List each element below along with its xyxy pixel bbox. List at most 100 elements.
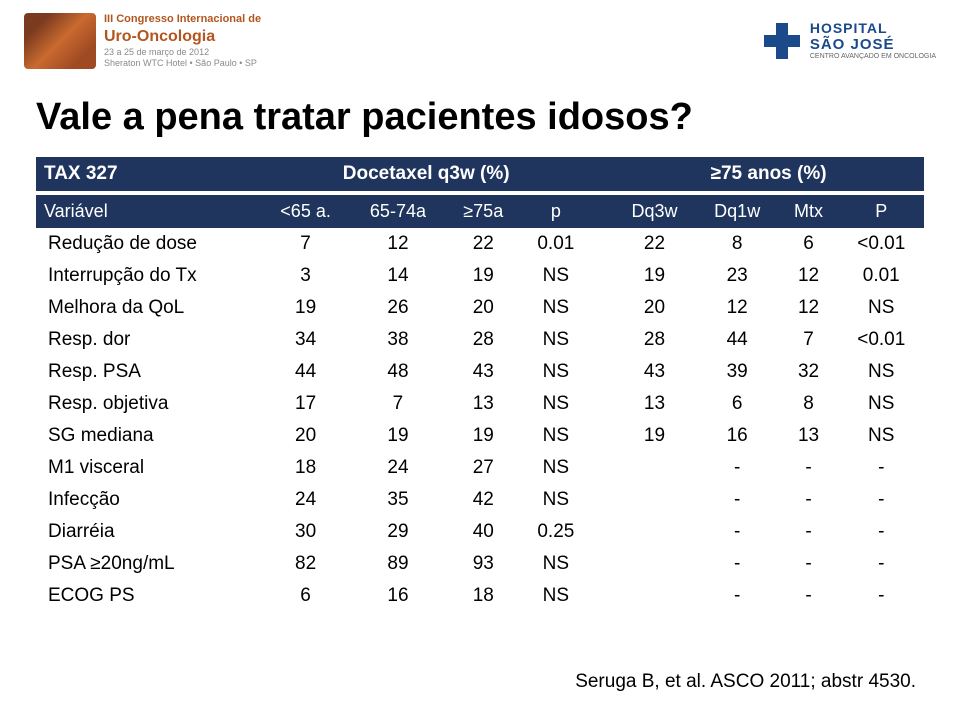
- table-row: Interrupção do Tx31419NS1923120.01: [36, 260, 924, 292]
- table-body: Redução de dose712220.012286<0.01Interru…: [36, 228, 924, 612]
- cell-b0: 28: [613, 324, 696, 356]
- row-var: Resp. objetiva: [36, 388, 261, 420]
- cell-a2: 27: [446, 452, 521, 484]
- cell-a0: 30: [261, 516, 350, 548]
- cell-a1: 12: [350, 228, 446, 260]
- table-row: Melhora da QoL192620NS201212NS: [36, 292, 924, 324]
- cell-a1: 16: [350, 580, 446, 612]
- congress-line1: III Congresso Internacional de: [104, 13, 261, 27]
- table-row: Redução de dose712220.012286<0.01: [36, 228, 924, 260]
- cross-icon: [762, 21, 802, 61]
- col-gap: [591, 580, 613, 612]
- cell-a3: NS: [521, 580, 592, 612]
- cell-b0: [613, 516, 696, 548]
- group2-label: ≥75 anos (%): [613, 157, 924, 193]
- col-gap: [591, 292, 613, 324]
- hospital-text: HOSPITAL SÃO JOSÉ CENTRO AVANÇADO EM ONC…: [810, 21, 936, 61]
- cell-a1: 38: [350, 324, 446, 356]
- hospital-line3: CENTRO AVANÇADO EM ONCOLOGIA: [810, 53, 936, 61]
- congress-photo-icon: [24, 13, 96, 69]
- cell-a1: 89: [350, 548, 446, 580]
- col-gap: [591, 420, 613, 452]
- cell-a0: 6: [261, 580, 350, 612]
- cell-a0: 82: [261, 548, 350, 580]
- cell-a1: 7: [350, 388, 446, 420]
- cell-b1: 6: [696, 388, 779, 420]
- col-gap: [591, 324, 613, 356]
- row-var: Resp. dor: [36, 324, 261, 356]
- cell-b2: -: [779, 580, 839, 612]
- congress-line3: 23 a 25 de março de 2012: [104, 47, 261, 58]
- citation: Seruga B, et al. ASCO 2011; abstr 4530.: [575, 671, 916, 693]
- cell-a0: 17: [261, 388, 350, 420]
- table-row: M1 visceral182427NS---: [36, 452, 924, 484]
- cell-b1: 23: [696, 260, 779, 292]
- row-var: Resp. PSA: [36, 356, 261, 388]
- row-var: ECOG PS: [36, 580, 261, 612]
- cell-b1: 16: [696, 420, 779, 452]
- col-gap: [591, 157, 613, 193]
- row-var: Infecção: [36, 484, 261, 516]
- cell-b3: <0.01: [839, 228, 924, 260]
- slide-body: Vale a pena tratar pacientes idosos? TAX…: [36, 96, 924, 693]
- cell-a0: 34: [261, 324, 350, 356]
- cell-b0: [613, 484, 696, 516]
- cell-a1: 26: [350, 292, 446, 324]
- cell-b0: 22: [613, 228, 696, 260]
- cell-b2: 12: [779, 260, 839, 292]
- slide-header: III Congresso Internacional de Uro-Oncol…: [0, 0, 960, 82]
- cell-a2: 43: [446, 356, 521, 388]
- cell-b3: -: [839, 516, 924, 548]
- cell-b1: 12: [696, 292, 779, 324]
- row-var: Redução de dose: [36, 228, 261, 260]
- cell-b2: -: [779, 452, 839, 484]
- table-row: Resp. dor343828NS28447<0.01: [36, 324, 924, 356]
- col-gap: [591, 356, 613, 388]
- congress-line2: Uro-Oncologia: [104, 27, 261, 47]
- col-gap: [591, 516, 613, 548]
- cell-b3: -: [839, 548, 924, 580]
- cell-b1: 39: [696, 356, 779, 388]
- cell-b3: <0.01: [839, 324, 924, 356]
- cell-a1: 14: [350, 260, 446, 292]
- cell-a2: 22: [446, 228, 521, 260]
- cell-a3: NS: [521, 324, 592, 356]
- row-var: SG mediana: [36, 420, 261, 452]
- col-gap: [591, 228, 613, 260]
- cell-b3: -: [839, 484, 924, 516]
- table-row: ECOG PS61618NS---: [36, 580, 924, 612]
- cell-a3: NS: [521, 356, 592, 388]
- cell-b3: NS: [839, 356, 924, 388]
- cell-b3: NS: [839, 420, 924, 452]
- col-gap: [591, 548, 613, 580]
- cell-b0: 43: [613, 356, 696, 388]
- cell-a3: NS: [521, 292, 592, 324]
- cell-b0: 20: [613, 292, 696, 324]
- congress-line4: Sheraton WTC Hotel • São Paulo • SP: [104, 58, 261, 69]
- cell-a0: 19: [261, 292, 350, 324]
- cell-b0: 13: [613, 388, 696, 420]
- hospital-line1: HOSPITAL: [810, 21, 936, 36]
- table-row: Resp. PSA444843NS433932NS: [36, 356, 924, 388]
- cell-b0: [613, 580, 696, 612]
- cell-b1: -: [696, 452, 779, 484]
- cell-a0: 24: [261, 484, 350, 516]
- cell-b1: -: [696, 516, 779, 548]
- cell-b0: [613, 452, 696, 484]
- cell-b0: 19: [613, 260, 696, 292]
- row-var: Interrupção do Tx: [36, 260, 261, 292]
- cell-b3: -: [839, 452, 924, 484]
- cell-a2: 93: [446, 548, 521, 580]
- col-gap: [591, 484, 613, 516]
- cell-a3: NS: [521, 484, 592, 516]
- cell-b2: 32: [779, 356, 839, 388]
- cell-b0: [613, 548, 696, 580]
- cell-a3: NS: [521, 388, 592, 420]
- th-c2: 65-74a: [350, 193, 446, 228]
- col-gap: [591, 193, 613, 228]
- cell-b2: 8: [779, 388, 839, 420]
- cell-a3: NS: [521, 452, 592, 484]
- cell-a0: 3: [261, 260, 350, 292]
- row-var: PSA ≥20ng/mL: [36, 548, 261, 580]
- cell-a0: 18: [261, 452, 350, 484]
